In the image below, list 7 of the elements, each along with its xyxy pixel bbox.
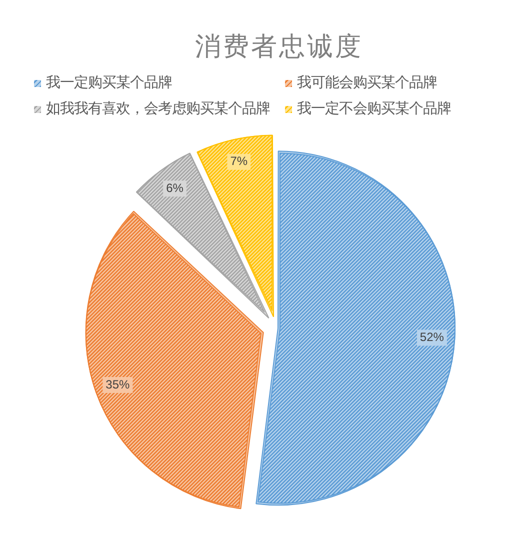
legend-label: 我可能会购买某个品牌 bbox=[297, 74, 437, 93]
chart-title: 消费者忠诚度 bbox=[194, 31, 364, 64]
legend-label: 我一定购买某个品牌 bbox=[46, 74, 172, 93]
data-label: 35% bbox=[106, 377, 130, 392]
legend-label: 如我我有喜欢，会考虑购买某个品牌 bbox=[46, 100, 270, 119]
legend-label: 我一定不会购买某个品牌 bbox=[297, 100, 451, 119]
data-label: 52% bbox=[420, 330, 444, 344]
